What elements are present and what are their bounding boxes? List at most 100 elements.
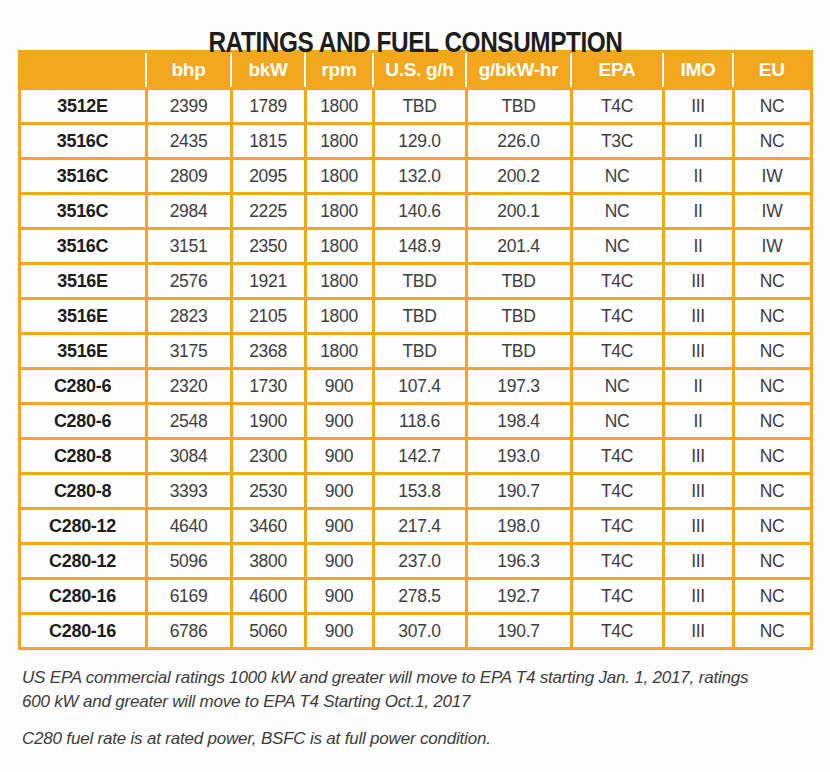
value-cell-eu: IW — [733, 159, 811, 194]
value-cell-epa: T4C — [571, 509, 663, 544]
value-cell-imo: III — [663, 544, 733, 579]
value-cell-rpm: 1800 — [305, 334, 373, 369]
value-cell-bkw: 1921 — [231, 264, 305, 299]
column-header-eu: EU — [733, 52, 811, 89]
value-cell-imo: III — [663, 334, 733, 369]
value-cell-imo: III — [663, 509, 733, 544]
value-cell-epa: T4C — [571, 439, 663, 474]
table-row: C280-1246403460900217.4198.0T4CIIINC — [19, 509, 811, 544]
value-cell-bkw: 2300 — [231, 439, 305, 474]
value-cell-rpm: 1800 — [305, 264, 373, 299]
model-cell: C280-16 — [19, 579, 146, 614]
table-row: 3516C280920951800132.0200.2NCIIIW — [19, 159, 811, 194]
table-row: C280-1661694600900278.5192.7T4CIIINC — [19, 579, 811, 614]
table-row: C280-830842300900142.7193.0T4CIIINC — [19, 439, 811, 474]
ratings-table: bhpbkWrpmU.S. g/hg/bkW-hrEPAIMOEU 3512E2… — [18, 50, 813, 650]
value-cell-bkw: 4600 — [231, 579, 305, 614]
value-cell-imo: II — [663, 194, 733, 229]
model-cell: 3516E — [19, 264, 146, 299]
value-cell-us-gh: 142.7 — [373, 439, 466, 474]
value-cell-bhp: 3175 — [146, 334, 231, 369]
value-cell-g-bkw-hr: 200.2 — [466, 159, 571, 194]
value-cell-us-gh: 307.0 — [373, 614, 466, 649]
value-cell-rpm: 1800 — [305, 89, 373, 124]
value-cell-bkw: 2105 — [231, 299, 305, 334]
model-cell: C280-12 — [19, 544, 146, 579]
value-cell-rpm: 900 — [305, 474, 373, 509]
value-cell-rpm: 900 — [305, 369, 373, 404]
value-cell-epa: NC — [571, 159, 663, 194]
value-cell-eu: NC — [733, 124, 811, 159]
table-row: C280-833932530900153.8190.7T4CIIINC — [19, 474, 811, 509]
value-cell-g-bkw-hr: 196.3 — [466, 544, 571, 579]
table-row: C280-623201730900107.4197.3NCIINC — [19, 369, 811, 404]
value-cell-us-gh: 153.8 — [373, 474, 466, 509]
column-header-model — [19, 52, 146, 89]
value-cell-bkw: 2225 — [231, 194, 305, 229]
value-cell-epa: T3C — [571, 124, 663, 159]
value-cell-epa: T4C — [571, 299, 663, 334]
model-cell: 3516C — [19, 124, 146, 159]
table-row: 3516E317523681800TBDTBDT4CIIINC — [19, 334, 811, 369]
table-body: 3512E239917891800TBDTBDT4CIIINC3516C2435… — [19, 89, 811, 649]
value-cell-us-gh: 129.0 — [373, 124, 466, 159]
model-cell: C280-6 — [19, 369, 146, 404]
value-cell-bhp: 2435 — [146, 124, 231, 159]
value-cell-bhp: 2809 — [146, 159, 231, 194]
value-cell-g-bkw-hr: TBD — [466, 299, 571, 334]
value-cell-imo: II — [663, 159, 733, 194]
value-cell-rpm: 1800 — [305, 194, 373, 229]
table-row: 3516E257619211800TBDTBDT4CIIINC — [19, 264, 811, 299]
value-cell-g-bkw-hr: 190.7 — [466, 614, 571, 649]
value-cell-bhp: 2320 — [146, 369, 231, 404]
value-cell-us-gh: 148.9 — [373, 229, 466, 264]
value-cell-bkw: 3460 — [231, 509, 305, 544]
value-cell-eu: NC — [733, 299, 811, 334]
value-cell-eu: NC — [733, 404, 811, 439]
value-cell-bhp: 6786 — [146, 614, 231, 649]
value-cell-g-bkw-hr: TBD — [466, 89, 571, 124]
value-cell-eu: IW — [733, 194, 811, 229]
value-cell-eu: NC — [733, 474, 811, 509]
value-cell-imo: II — [663, 124, 733, 159]
value-cell-g-bkw-hr: 198.0 — [466, 509, 571, 544]
value-cell-imo: III — [663, 264, 733, 299]
model-cell: 3516E — [19, 299, 146, 334]
value-cell-imo: III — [663, 474, 733, 509]
value-cell-epa: NC — [571, 369, 663, 404]
value-cell-eu: IW — [733, 229, 811, 264]
value-cell-g-bkw-hr: 192.7 — [466, 579, 571, 614]
value-cell-bhp: 3151 — [146, 229, 231, 264]
value-cell-bhp: 2548 — [146, 404, 231, 439]
value-cell-rpm: 1800 — [305, 124, 373, 159]
model-cell: C280-8 — [19, 474, 146, 509]
value-cell-us-gh: TBD — [373, 89, 466, 124]
table-row: C280-1250963800900237.0196.3T4CIIINC — [19, 544, 811, 579]
value-cell-us-gh: 278.5 — [373, 579, 466, 614]
value-cell-imo: II — [663, 369, 733, 404]
model-cell: 3512E — [19, 89, 146, 124]
model-cell: 3516C — [19, 194, 146, 229]
value-cell-bhp: 3084 — [146, 439, 231, 474]
model-cell: C280-16 — [19, 614, 146, 649]
value-cell-eu: NC — [733, 264, 811, 299]
value-cell-bhp: 5096 — [146, 544, 231, 579]
value-cell-eu: NC — [733, 614, 811, 649]
value-cell-g-bkw-hr: TBD — [466, 334, 571, 369]
value-cell-us-gh: TBD — [373, 299, 466, 334]
value-cell-epa: NC — [571, 229, 663, 264]
model-cell: 3516C — [19, 229, 146, 264]
table-row: 3516C243518151800129.0226.0T3CIINC — [19, 124, 811, 159]
value-cell-bkw: 3800 — [231, 544, 305, 579]
value-cell-bhp: 3393 — [146, 474, 231, 509]
value-cell-g-bkw-hr: 226.0 — [466, 124, 571, 159]
value-cell-bkw: 1900 — [231, 404, 305, 439]
model-cell: 3516C — [19, 159, 146, 194]
value-cell-imo: III — [663, 439, 733, 474]
value-cell-bkw: 2095 — [231, 159, 305, 194]
table-row: C280-625481900900118.6198.4NCIINC — [19, 404, 811, 439]
value-cell-eu: NC — [733, 369, 811, 404]
value-cell-imo: III — [663, 89, 733, 124]
value-cell-bkw: 1730 — [231, 369, 305, 404]
value-cell-epa: T4C — [571, 614, 663, 649]
